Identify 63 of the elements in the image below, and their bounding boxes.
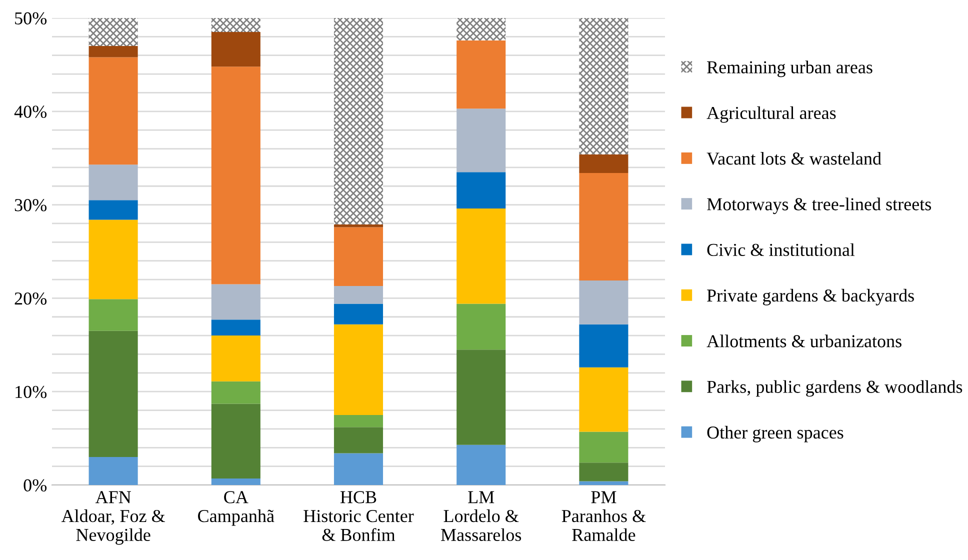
- bar: [456, 444, 506, 485]
- bar: [211, 336, 260, 382]
- bar: [456, 40, 506, 109]
- bar: [334, 18, 384, 224]
- legend-label: Vacant lots & wasteland: [706, 152, 882, 165]
- bar: [211, 18, 260, 32]
- bar: [334, 453, 384, 485]
- bar: [88, 18, 138, 46]
- bar: [334, 324, 384, 415]
- legend-label: Civic & institutional: [707, 243, 855, 256]
- bar: [579, 18, 628, 154]
- y-tick-label: 20%: [14, 292, 47, 305]
- bar: [456, 350, 506, 445]
- bar: [88, 164, 138, 200]
- bar: [579, 154, 628, 174]
- bar: [211, 284, 260, 320]
- bar: [456, 304, 506, 350]
- bar: [334, 286, 384, 304]
- x-tick-label: AFN Aldoar, Foz & Nevogilde: [61, 491, 166, 545]
- bar: [334, 227, 384, 286]
- bar: [88, 46, 138, 58]
- bar: [88, 299, 138, 331]
- bar: [88, 220, 138, 300]
- legend-label: Private gardens & backyards: [707, 288, 914, 306]
- bar: [579, 367, 628, 432]
- bar: [211, 320, 260, 336]
- y-tick-label: 10%: [16, 386, 47, 398]
- y-tick-label: 40%: [14, 106, 47, 118]
- x-tick-label: CA Campanhã: [198, 491, 274, 526]
- bar: [334, 427, 384, 454]
- bar: [211, 381, 260, 404]
- bar: [211, 478, 260, 485]
- bar: [88, 330, 138, 457]
- x-tick-label: HCB Historic Center & Bonfim: [304, 491, 414, 542]
- bar: [211, 32, 260, 67]
- bar: [88, 200, 138, 220]
- legend-label: Agricultural areas: [706, 106, 836, 123]
- bar: [456, 18, 506, 40]
- legend-label: Motorways & tree-lined streets: [707, 198, 932, 214]
- x-tick-label: LM Lordelo & Massarelos: [441, 491, 522, 542]
- bar: [88, 456, 138, 485]
- bar: [456, 172, 506, 209]
- legend-label: Remaining urban areas: [707, 60, 872, 78]
- bar: [456, 208, 506, 304]
- bar: [211, 66, 260, 284]
- legend-label: Other green spaces: [707, 426, 844, 442]
- bar: [88, 57, 138, 165]
- bar: [334, 304, 384, 324]
- bar: [456, 108, 506, 172]
- bar: [334, 414, 384, 428]
- legend-label: Parks, public gardens & woodlands: [707, 380, 962, 397]
- legend-label: Allotments & urbanizatons: [706, 334, 902, 348]
- bar: [579, 432, 628, 463]
- bar: [579, 462, 628, 482]
- bar: [579, 481, 628, 485]
- y-tick-label: 30%: [14, 199, 47, 212]
- x-tick-label: PM Paranhos & Ramalde: [562, 491, 646, 542]
- y-tick-label: 0%: [24, 479, 47, 492]
- bar: [211, 404, 260, 478]
- bar: [579, 173, 628, 280]
- bar: [579, 324, 628, 368]
- bar: [579, 280, 628, 324]
- y-tick-label: 50%: [15, 12, 47, 24]
